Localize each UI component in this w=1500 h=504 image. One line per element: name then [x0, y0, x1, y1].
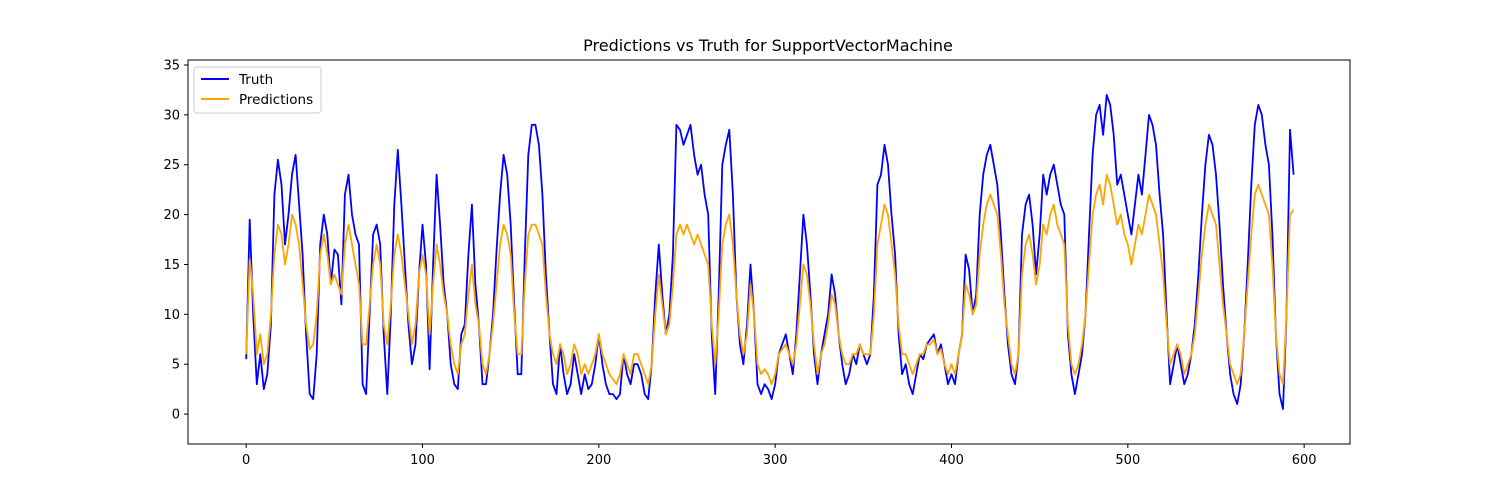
y-tick-label: 15 [163, 258, 180, 273]
y-tick-label: 25 [163, 158, 180, 173]
plot-frame [187, 59, 1351, 445]
x-tick-label: 600 [1292, 453, 1317, 468]
series-layer [245, 94, 1295, 411]
x-tick-label: 100 [410, 453, 435, 468]
series-line-truth [245, 94, 1295, 411]
legend: Truth Predictions [193, 66, 322, 114]
y-tick-label: 20 [163, 208, 180, 223]
y-tick-label: 30 [163, 108, 180, 123]
series-line-predictions [245, 173, 1295, 386]
legend-label-predictions: Predictions [239, 92, 313, 108]
x-tick-label: 300 [763, 453, 788, 468]
x-tick-label: 200 [586, 453, 611, 468]
x-tick-label: 400 [939, 453, 964, 468]
y-tick-label: 0 [172, 408, 180, 423]
y-tick-label: 5 [172, 358, 180, 373]
y-tick-label: 35 [163, 58, 180, 73]
y-tick-label: 10 [163, 308, 180, 323]
x-tick-label: 0 [242, 453, 250, 468]
chart-title: Predictions vs Truth for SupportVectorMa… [583, 36, 953, 55]
x-tick-label: 500 [1115, 453, 1140, 468]
ticks-layer: 0 100 200 300 400 500 600 0 5 10 15 20 25 30 35 [163, 58, 1316, 468]
legend-label-truth: Truth [238, 72, 273, 88]
